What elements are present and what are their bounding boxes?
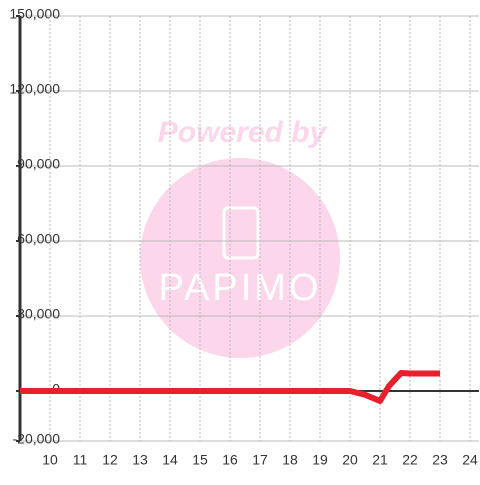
x-tick-label: 18 xyxy=(282,452,298,468)
x-tick-label: 20 xyxy=(342,452,358,468)
x-tick-label: 14 xyxy=(162,452,178,468)
y-tick-label: 30,000 xyxy=(17,306,60,322)
x-tick-label: 16 xyxy=(222,452,238,468)
x-tick-label: 10 xyxy=(42,452,58,468)
x-tick-label: 21 xyxy=(372,452,388,468)
y-tick-label: -20,000 xyxy=(13,431,61,447)
y-tick-label: 120,000 xyxy=(9,81,60,97)
watermark-logo: PAPIMO xyxy=(159,267,322,309)
x-tick-label: 15 xyxy=(192,452,208,468)
x-tick-label: 12 xyxy=(102,452,118,468)
x-tick-label: 19 xyxy=(312,452,328,468)
x-tick-label: 13 xyxy=(132,452,148,468)
x-tick-label: 17 xyxy=(252,452,268,468)
y-tick-label: 150,000 xyxy=(9,6,60,22)
x-tick-label: 24 xyxy=(462,452,478,468)
x-tick-label: 23 xyxy=(432,452,448,468)
y-tick-label: 60,000 xyxy=(17,231,60,247)
watermark-icon xyxy=(222,206,260,260)
x-tick-label: 11 xyxy=(73,452,88,468)
y-tick-label: 90,000 xyxy=(17,156,60,172)
watermark-text: Powered by xyxy=(158,116,328,149)
x-tick-label: 22 xyxy=(402,452,418,468)
line xyxy=(20,370,440,404)
